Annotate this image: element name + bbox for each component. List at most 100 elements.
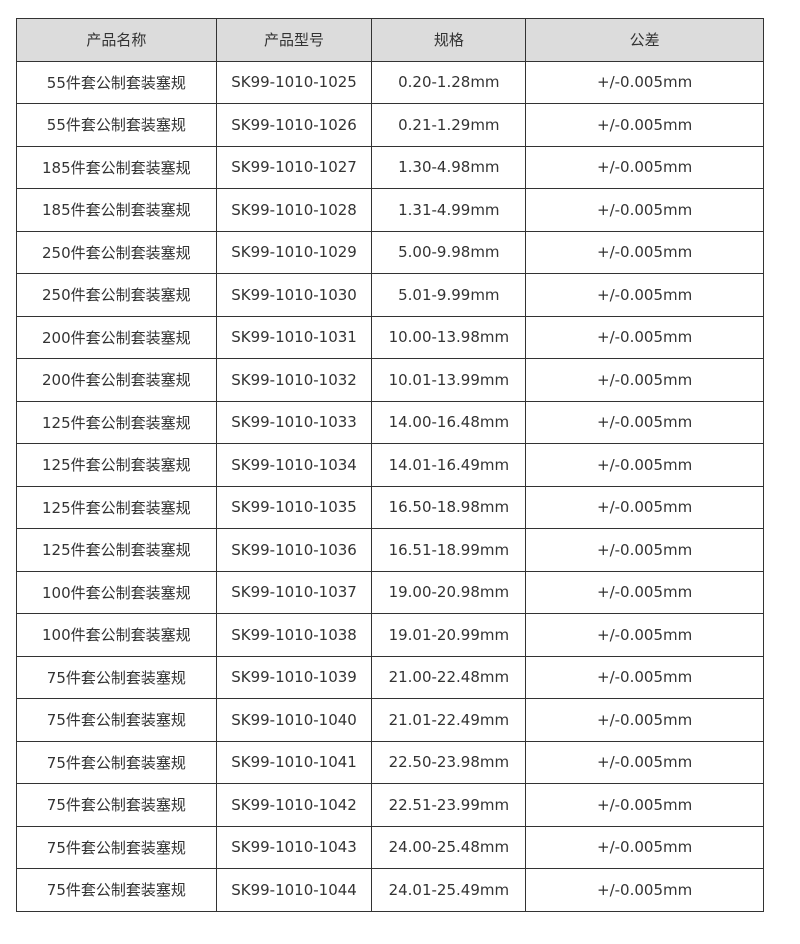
cell-spec: 24.01-25.49mm xyxy=(371,868,527,912)
cell-spec: 16.51-18.99mm xyxy=(371,528,527,572)
cell-tolerance: +/-0.005mm xyxy=(525,358,764,402)
cell-tolerance: +/-0.005mm xyxy=(525,528,764,572)
cell-tolerance: +/-0.005mm xyxy=(525,103,764,147)
header-row: 产品名称 产品型号 规格 公差 xyxy=(16,18,764,62)
cell-spec: 1.31-4.99mm xyxy=(371,188,527,232)
cell-product-model: SK99-1010-1033 xyxy=(215,400,373,444)
table-row: 55件套公制套装塞规 SK99-1010-1026 0.21-1.29mm +/-0.… xyxy=(16,103,764,147)
cell-product-name: 250件套公制套装塞规 xyxy=(16,230,217,274)
cell-tolerance: +/-0.005mm xyxy=(525,740,764,784)
header-tolerance: 公差 xyxy=(525,18,764,62)
table-row: 125件套公制套装塞规 SK99-1010-1035 16.50-18.98mm +/… xyxy=(16,485,764,529)
table-row: 75件套公制套装塞规 SK99-1010-1039 21.00-22.48mm +/-… xyxy=(16,655,764,699)
cell-tolerance: +/-0.005mm xyxy=(525,485,764,529)
cell-product-model: SK99-1010-1034 xyxy=(215,443,373,487)
cell-spec: 0.20-1.28mm xyxy=(371,60,527,104)
table-row: 100件套公制套装塞规 SK99-1010-1038 19.01-20.99mm +/… xyxy=(16,613,764,657)
cell-product-model: SK99-1010-1029 xyxy=(215,230,373,274)
cell-spec: 19.00-20.98mm xyxy=(371,570,527,614)
product-spec-table: 产品名称 产品型号 规格 公差 55件套公制套装塞规 SK99-1010-1025… xyxy=(16,18,764,912)
table-row: 250件套公制套装塞规 SK99-1010-1030 5.01-9.99mm +/-0… xyxy=(16,273,764,317)
cell-tolerance: +/-0.005mm xyxy=(525,698,764,742)
table-body: 55件套公制套装塞规 SK99-1010-1025 0.20-1.28mm +/-0.… xyxy=(16,60,764,912)
table-row: 75件套公制套装塞规 SK99-1010-1042 22.51-23.99mm +/-… xyxy=(16,783,764,827)
cell-product-name: 100件套公制套装塞规 xyxy=(16,613,217,657)
cell-product-model: SK99-1010-1038 xyxy=(215,613,373,657)
table-row: 75件套公制套装塞规 SK99-1010-1041 22.50-23.98mm +/-… xyxy=(16,740,764,784)
cell-product-model: SK99-1010-1040 xyxy=(215,698,373,742)
table-row: 75件套公制套装塞规 SK99-1010-1043 24.00-25.48mm +/-… xyxy=(16,825,764,869)
table-row: 125件套公制套装塞规 SK99-1010-1033 14.00-16.48mm +/… xyxy=(16,400,764,444)
cell-product-name: 125件套公制套装塞规 xyxy=(16,485,217,529)
cell-product-name: 125件套公制套装塞规 xyxy=(16,400,217,444)
cell-spec: 21.00-22.48mm xyxy=(371,655,527,699)
cell-product-model: SK99-1010-1032 xyxy=(215,358,373,402)
cell-spec: 0.21-1.29mm xyxy=(371,103,527,147)
cell-spec: 10.00-13.98mm xyxy=(371,315,527,359)
cell-product-name: 200件套公制套装塞规 xyxy=(16,358,217,402)
cell-spec: 22.51-23.99mm xyxy=(371,783,527,827)
cell-tolerance: +/-0.005mm xyxy=(525,443,764,487)
cell-product-name: 75件套公制套装塞规 xyxy=(16,740,217,784)
cell-tolerance: +/-0.005mm xyxy=(525,273,764,317)
cell-spec: 21.01-22.49mm xyxy=(371,698,527,742)
cell-product-name: 75件套公制套装塞规 xyxy=(16,698,217,742)
cell-tolerance: +/-0.005mm xyxy=(525,570,764,614)
cell-tolerance: +/-0.005mm xyxy=(525,315,764,359)
table-row: 75件套公制套装塞规 SK99-1010-1040 21.01-22.49mm +/-… xyxy=(16,698,764,742)
cell-product-model: SK99-1010-1035 xyxy=(215,485,373,529)
cell-product-model: SK99-1010-1031 xyxy=(215,315,373,359)
cell-tolerance: +/-0.005mm xyxy=(525,783,764,827)
cell-spec: 14.00-16.48mm xyxy=(371,400,527,444)
cell-product-model: SK99-1010-1042 xyxy=(215,783,373,827)
cell-product-name: 55件套公制套装塞规 xyxy=(16,103,217,147)
cell-product-name: 75件套公制套装塞规 xyxy=(16,825,217,869)
cell-product-model: SK99-1010-1025 xyxy=(215,60,373,104)
cell-product-name: 200件套公制套装塞规 xyxy=(16,315,217,359)
header-spec: 规格 xyxy=(371,18,527,62)
cell-product-name: 250件套公制套装塞规 xyxy=(16,273,217,317)
cell-spec: 5.01-9.99mm xyxy=(371,273,527,317)
table-row: 125件套公制套装塞规 SK99-1010-1034 14.01-16.49mm +/… xyxy=(16,443,764,487)
cell-spec: 10.01-13.99mm xyxy=(371,358,527,402)
cell-spec: 1.30-4.98mm xyxy=(371,145,527,189)
cell-spec: 24.00-25.48mm xyxy=(371,825,527,869)
cell-product-model: SK99-1010-1027 xyxy=(215,145,373,189)
table-row: 75件套公制套装塞规 SK99-1010-1044 24.01-25.49mm +/-… xyxy=(16,868,764,912)
cell-spec: 5.00-9.98mm xyxy=(371,230,527,274)
cell-product-model: SK99-1010-1041 xyxy=(215,740,373,784)
cell-spec: 22.50-23.98mm xyxy=(371,740,527,784)
cell-tolerance: +/-0.005mm xyxy=(525,145,764,189)
cell-product-name: 55件套公制套装塞规 xyxy=(16,60,217,104)
cell-product-model: SK99-1010-1039 xyxy=(215,655,373,699)
table-row: 200件套公制套装塞规 SK99-1010-1031 10.00-13.98mm +/… xyxy=(16,315,764,359)
table-row: 185件套公制套装塞规 SK99-1010-1027 1.30-4.98mm +/-0… xyxy=(16,145,764,189)
table-row: 125件套公制套装塞规 SK99-1010-1036 16.51-18.99mm +/… xyxy=(16,528,764,572)
cell-tolerance: +/-0.005mm xyxy=(525,613,764,657)
cell-tolerance: +/-0.005mm xyxy=(525,825,764,869)
table-row: 55件套公制套装塞规 SK99-1010-1025 0.20-1.28mm +/-0.… xyxy=(16,60,764,104)
cell-tolerance: +/-0.005mm xyxy=(525,188,764,232)
cell-product-model: SK99-1010-1044 xyxy=(215,868,373,912)
cell-product-name: 185件套公制套装塞规 xyxy=(16,188,217,232)
header-product-model: 产品型号 xyxy=(215,18,373,62)
cell-tolerance: +/-0.005mm xyxy=(525,655,764,699)
cell-product-name: 100件套公制套装塞规 xyxy=(16,570,217,614)
table-row: 200件套公制套装塞规 SK99-1010-1032 10.01-13.99mm +/… xyxy=(16,358,764,402)
cell-product-name: 125件套公制套装塞规 xyxy=(16,443,217,487)
cell-tolerance: +/-0.005mm xyxy=(525,60,764,104)
cell-tolerance: +/-0.005mm xyxy=(525,868,764,912)
cell-product-model: SK99-1010-1043 xyxy=(215,825,373,869)
cell-product-name: 75件套公制套装塞规 xyxy=(16,655,217,699)
cell-product-model: SK99-1010-1036 xyxy=(215,528,373,572)
cell-spec: 16.50-18.98mm xyxy=(371,485,527,529)
cell-spec: 14.01-16.49mm xyxy=(371,443,527,487)
cell-product-model: SK99-1010-1028 xyxy=(215,188,373,232)
table-row: 185件套公制套装塞规 SK99-1010-1028 1.31-4.99mm +/-0… xyxy=(16,188,764,232)
table-row: 100件套公制套装塞规 SK99-1010-1037 19.00-20.98mm +/… xyxy=(16,570,764,614)
table-row: 250件套公制套装塞规 SK99-1010-1029 5.00-9.98mm +/-0… xyxy=(16,230,764,274)
cell-product-model: SK99-1010-1026 xyxy=(215,103,373,147)
cell-product-name: 125件套公制套装塞规 xyxy=(16,528,217,572)
cell-spec: 19.01-20.99mm xyxy=(371,613,527,657)
cell-tolerance: +/-0.005mm xyxy=(525,230,764,274)
